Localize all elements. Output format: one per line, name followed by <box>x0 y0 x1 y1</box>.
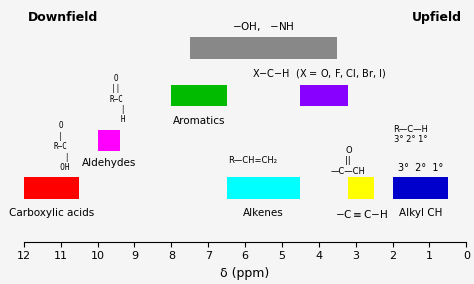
Text: 3°  2°  1°: 3° 2° 1° <box>398 163 443 173</box>
Text: O
|
R—C
   |
  OH: O | R—C | OH <box>52 121 70 172</box>
Text: $-$OH,   $-$NH: $-$OH, $-$NH <box>232 20 295 33</box>
Text: Carboxylic acids: Carboxylic acids <box>9 208 94 218</box>
FancyBboxPatch shape <box>301 85 348 106</box>
FancyBboxPatch shape <box>24 178 79 199</box>
Text: R—C—H
3° 2° 1°: R—C—H 3° 2° 1° <box>393 125 428 145</box>
FancyBboxPatch shape <box>227 178 301 199</box>
Text: Downfield: Downfield <box>28 11 99 24</box>
X-axis label: δ (ppm): δ (ppm) <box>220 267 270 280</box>
Text: Aromatics: Aromatics <box>173 116 225 126</box>
Text: R—CH=CH₂: R—CH=CH₂ <box>228 156 277 165</box>
FancyBboxPatch shape <box>171 85 227 106</box>
Text: O
||
—C—CH: O || —C—CH <box>331 146 366 176</box>
FancyBboxPatch shape <box>98 130 120 151</box>
Text: Upfield: Upfield <box>412 11 462 24</box>
Text: O
||
R—C
   |
   H: O || R—C | H <box>107 74 125 124</box>
Text: $-$C$\equiv$C$-$H: $-$C$\equiv$C$-$H <box>335 208 388 220</box>
Text: Alkenes: Alkenes <box>243 208 284 218</box>
Text: Aldehydes: Aldehydes <box>82 158 136 168</box>
Text: Alkyl CH: Alkyl CH <box>399 208 442 218</box>
FancyBboxPatch shape <box>190 37 337 59</box>
FancyBboxPatch shape <box>392 178 448 199</box>
FancyBboxPatch shape <box>348 178 374 199</box>
Text: X$-$C$-$H  (X = O, F, Cl, Br, I): X$-$C$-$H (X = O, F, Cl, Br, I) <box>252 67 386 80</box>
